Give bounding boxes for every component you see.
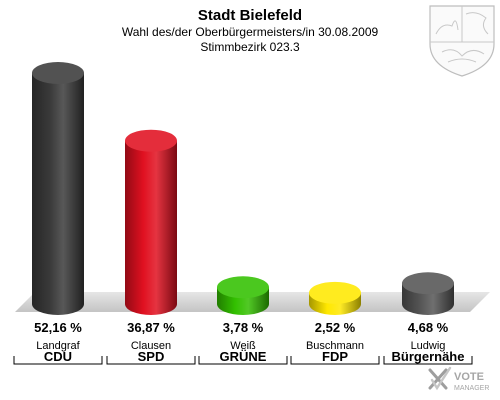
- chart-subtitle: Wahl des/der Oberbürgermeisters/in 30.08…: [122, 25, 379, 39]
- bar-grüne: [217, 276, 269, 315]
- bar-body: [125, 140, 177, 315]
- party-label: FDP: [322, 349, 348, 364]
- bars-group: [32, 62, 454, 315]
- bar-cap: [217, 276, 269, 299]
- label-bracket: [198, 356, 288, 365]
- candidate-label: Landgraf: [36, 340, 80, 352]
- label-bracket: [290, 356, 380, 365]
- bar-spd: [125, 129, 177, 315]
- bar-cap: [125, 129, 177, 152]
- candidate-label: Clausen: [131, 340, 171, 352]
- bar-fdp: [309, 281, 361, 315]
- bar-cdu: [32, 62, 84, 315]
- bar-cap: [309, 281, 361, 304]
- vote-manager-watermark: VOTE MANAGER: [428, 366, 489, 392]
- check-x-icon: [428, 366, 452, 391]
- bar-bürgernähe: [402, 272, 454, 315]
- bar-cap: [402, 272, 454, 295]
- party-label: CDU: [44, 349, 72, 364]
- party-label: GRÜNE: [220, 349, 267, 364]
- value-label: 36,87 %: [127, 320, 175, 335]
- party-label: Bürgernähe: [392, 349, 465, 364]
- value-label: 3,78 %: [223, 320, 264, 335]
- candidate-label: Ludwig: [411, 340, 446, 352]
- value-label: 4,68 %: [408, 320, 449, 335]
- chart-title: Stadt Bielefeld: [198, 7, 302, 24]
- chart-district: Stimmbezirk 023.3: [200, 40, 300, 54]
- watermark-line2: MANAGER: [454, 385, 489, 392]
- value-label: 52,16 %: [34, 320, 82, 335]
- coat-of-arms-icon: [429, 5, 495, 77]
- party-label: SPD: [138, 349, 165, 364]
- candidate-label: Weiß: [230, 340, 256, 352]
- candidate-label: Buschmann: [306, 340, 364, 352]
- label-bracket: [383, 356, 473, 365]
- watermark-line1: VOTE: [454, 371, 484, 383]
- bar-body: [32, 73, 84, 315]
- label-bracket: [13, 356, 103, 365]
- bar-cap: [32, 62, 84, 84]
- label-bracket: [106, 356, 196, 365]
- value-label: 2,52 %: [315, 320, 356, 335]
